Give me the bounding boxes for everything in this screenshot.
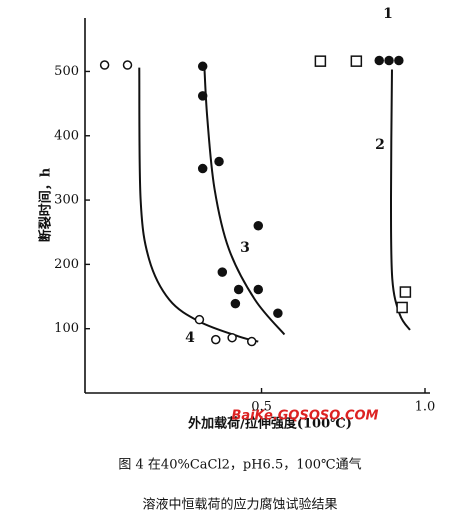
curve-label: 2 xyxy=(375,137,385,153)
y-axis-label: 断裂时间，h xyxy=(38,167,54,242)
circle-marker xyxy=(374,55,384,66)
x-axis-label: 外加载荷/拉伸强度(100℃) xyxy=(187,416,352,432)
caption: 溶液中恒载荷的应力腐蚀试验结果 xyxy=(142,497,337,513)
y-tick-label: 300 xyxy=(54,193,79,208)
circle-marker xyxy=(217,267,228,277)
caption: 图 4 在40%CaCl2，pH6.5，100℃通气 xyxy=(118,457,361,473)
circle-marker xyxy=(197,91,208,101)
curve xyxy=(138,67,259,343)
circle-marker xyxy=(273,308,283,319)
circle-marker xyxy=(253,284,264,295)
square-marker xyxy=(396,301,408,314)
curve-label: 3 xyxy=(240,240,250,256)
circle-marker xyxy=(194,314,205,325)
circle-marker xyxy=(214,156,224,167)
circle-marker xyxy=(122,60,133,70)
y-tick-label: 100 xyxy=(54,321,79,336)
square-marker xyxy=(350,55,363,67)
square-marker xyxy=(399,286,412,298)
circle-marker xyxy=(246,336,257,347)
x-tick-label: 1.0 xyxy=(415,400,436,415)
circle-marker xyxy=(211,334,221,345)
watermark: BaiKe.GQSOSO.COM xyxy=(232,409,379,424)
circle-marker xyxy=(197,61,208,72)
circle-marker xyxy=(227,332,237,343)
circle-marker xyxy=(197,163,208,174)
circle-marker xyxy=(233,284,244,295)
y-tick-label: 500 xyxy=(54,64,79,79)
x-tick-label: 0.5 xyxy=(251,400,272,415)
circle-marker xyxy=(230,298,241,309)
curve xyxy=(203,65,286,336)
circle-marker xyxy=(99,60,110,70)
curve-label: 1 xyxy=(383,6,393,22)
y-tick-label: 400 xyxy=(54,128,79,143)
curve xyxy=(389,69,411,331)
circle-marker xyxy=(394,55,404,66)
y-tick-label: 200 xyxy=(54,257,79,272)
square-marker xyxy=(314,55,327,67)
circle-marker xyxy=(384,55,394,66)
curve-label: 4 xyxy=(185,330,195,346)
circle-marker xyxy=(253,221,264,231)
